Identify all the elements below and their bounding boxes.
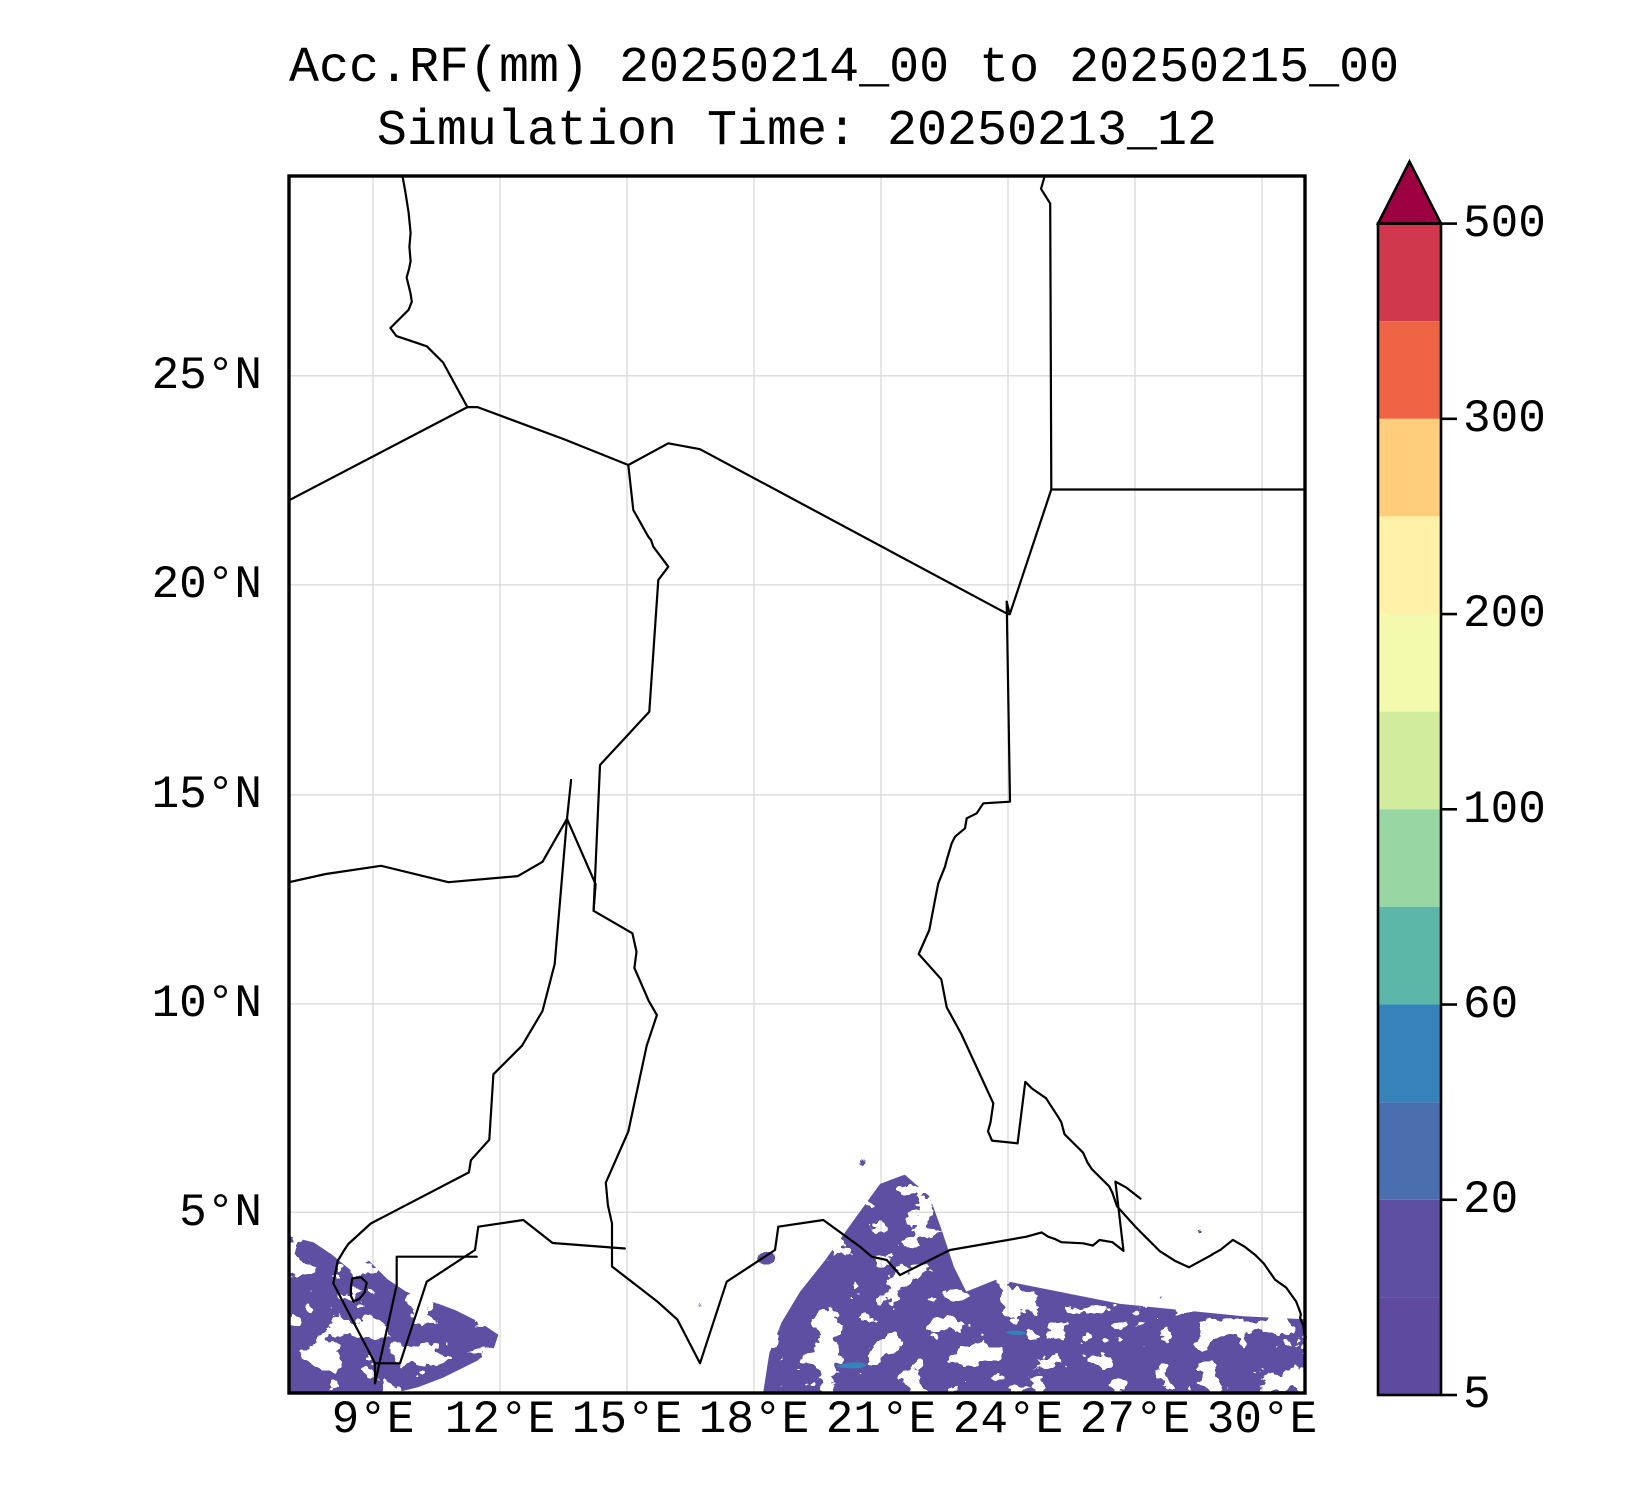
svg-text:200: 200 [1463,588,1546,640]
svg-text:21°E: 21°E [826,1394,936,1446]
svg-text:24°E: 24°E [953,1394,1063,1446]
svg-text:9°E: 9°E [332,1394,415,1446]
svg-text:5°N: 5°N [179,1187,262,1239]
svg-text:30°E: 30°E [1207,1394,1317,1446]
svg-text:60: 60 [1463,979,1518,1031]
svg-text:100: 100 [1463,784,1546,836]
svg-text:20°N: 20°N [152,559,262,611]
svg-text:27°E: 27°E [1080,1394,1190,1446]
svg-text:20: 20 [1463,1174,1518,1226]
svg-text:18°E: 18°E [699,1394,809,1446]
svg-text:5: 5 [1463,1369,1491,1421]
svg-text:25°N: 25°N [152,350,262,402]
svg-text:300: 300 [1463,393,1546,445]
svg-text:10°N: 10°N [152,978,262,1030]
svg-text:12°E: 12°E [445,1394,555,1446]
svg-text:15°E: 15°E [572,1394,682,1446]
svg-text:15°N: 15°N [152,769,262,821]
svg-text:500: 500 [1463,198,1546,250]
